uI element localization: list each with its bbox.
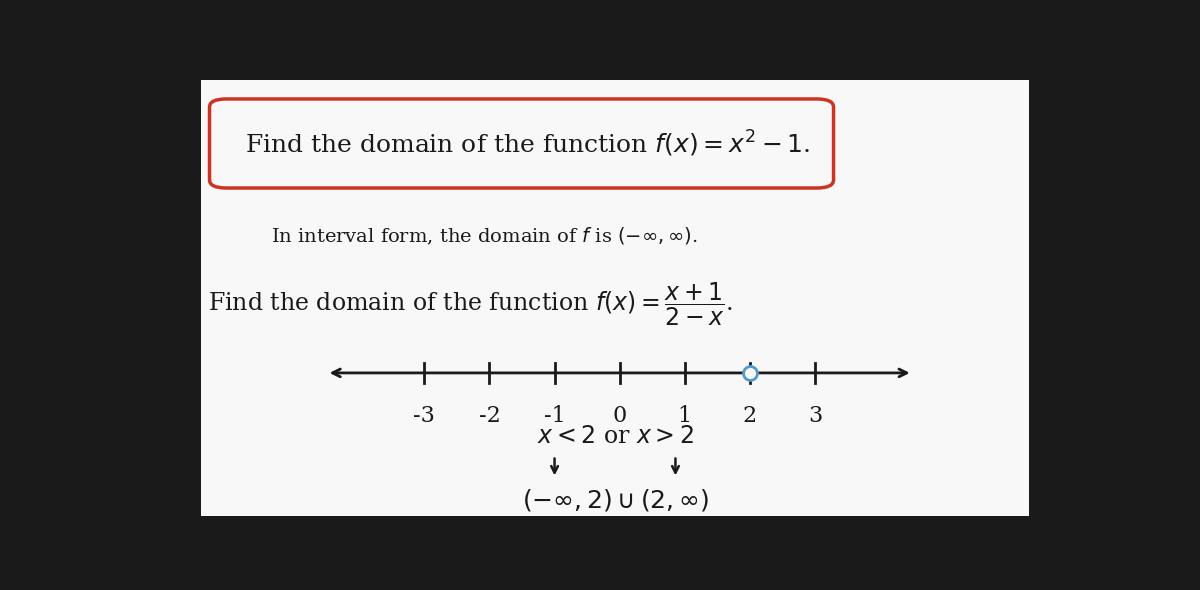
- FancyBboxPatch shape: [210, 99, 834, 188]
- Text: -3: -3: [414, 405, 436, 427]
- Text: 0: 0: [612, 405, 626, 427]
- Text: Find the domain of the function $f(x) = \dfrac{x+1}{2-x}$.: Find the domain of the function $f(x) = …: [208, 281, 733, 329]
- Text: -1: -1: [544, 405, 565, 427]
- Text: -2: -2: [479, 405, 500, 427]
- Text: 1: 1: [678, 405, 692, 427]
- Text: $(-\infty, 2) \cup (2, \infty)$: $(-\infty, 2) \cup (2, \infty)$: [522, 487, 708, 513]
- Text: Find the domain of the function $f(x) = x^2 - 1$.: Find the domain of the function $f(x) = …: [245, 129, 810, 159]
- Text: In interval form, the domain of $f$ is $(-\infty, \infty)$.: In interval form, the domain of $f$ is $…: [271, 226, 697, 247]
- FancyBboxPatch shape: [202, 80, 1028, 516]
- Text: 2: 2: [743, 405, 757, 427]
- Text: 3: 3: [808, 405, 822, 427]
- Text: $x < 2$ or $x > 2$: $x < 2$ or $x > 2$: [536, 425, 694, 448]
